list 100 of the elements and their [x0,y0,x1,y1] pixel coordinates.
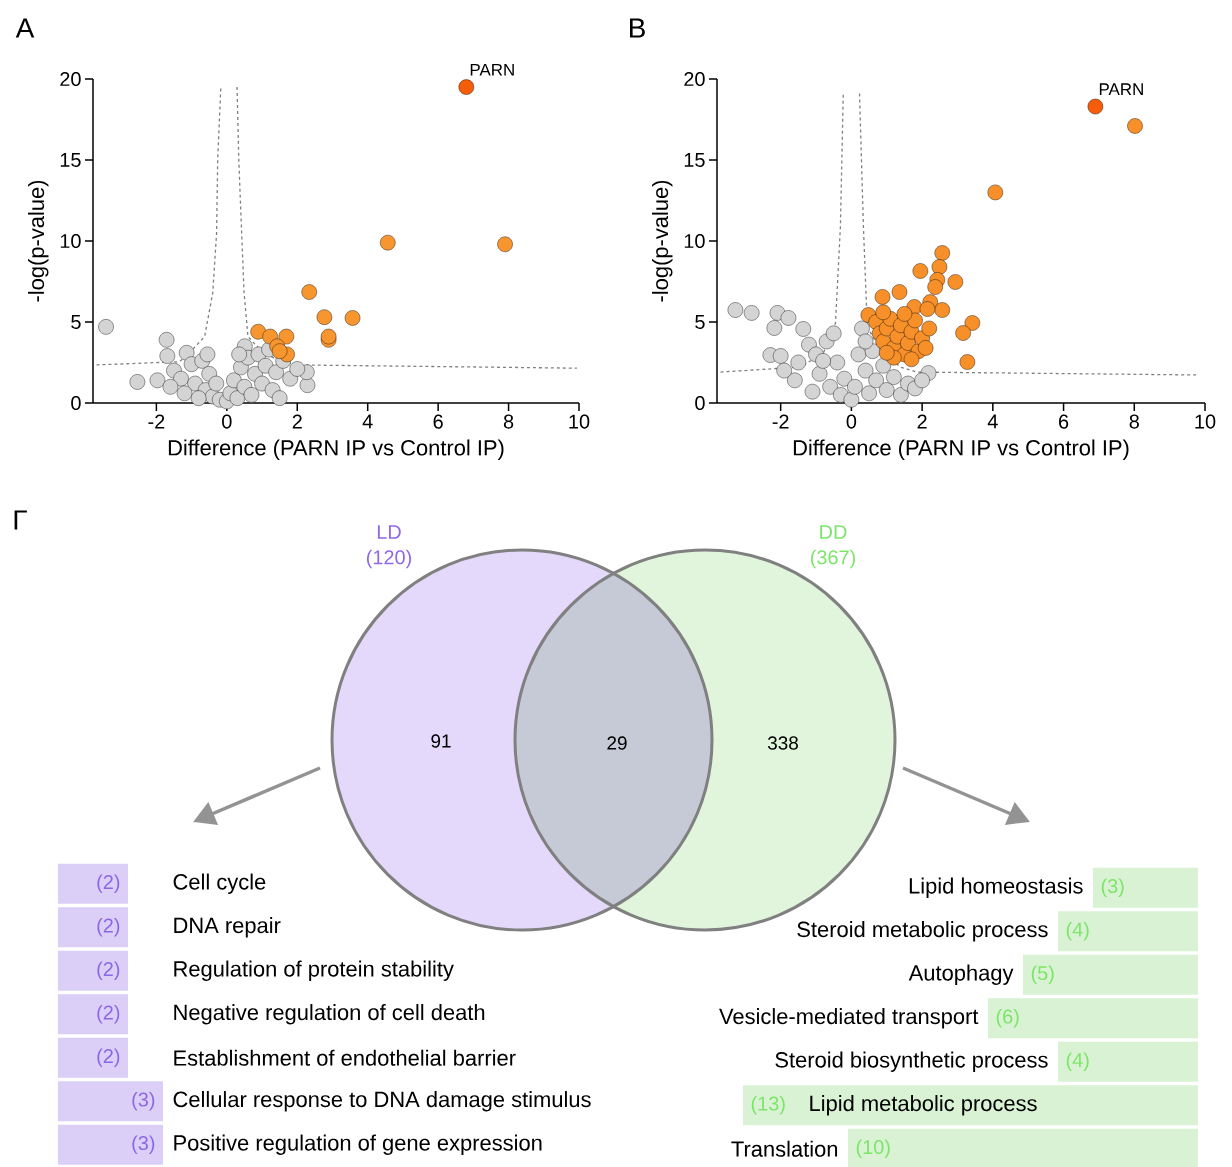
point [199,346,216,363]
point [271,390,288,406]
chart-title: B [630,18,645,38]
point [947,274,964,290]
point [907,312,923,329]
y-tick-label: Steroid biosynthetic process [775,1051,1048,1072]
point [229,390,246,406]
y-tick-label: Lipid metabolic process [810,1095,1037,1116]
point [868,372,884,389]
point [959,354,976,370]
point [299,377,316,393]
point [903,351,920,367]
point [458,79,475,95]
data-label: (10) [856,1139,890,1159]
chart-title: A [15,18,35,38]
point [380,234,396,251]
y-tick-label: Vesicle-mediated transport [719,1008,979,1029]
point [158,332,175,348]
point [879,382,895,398]
bar [1058,911,1199,952]
bar [848,1128,1199,1167]
y-tick-label: 20 [60,71,81,87]
point [173,371,189,387]
y-tick-label: Positive regulation of gene expression [174,1134,542,1155]
y-axis-title: -log(p-value) [652,180,673,302]
point [875,304,891,320]
x-axis-title: Difference (PARN IP vs Control IP) [793,439,1129,460]
bar [988,998,1199,1039]
point [822,379,838,395]
point [857,333,874,350]
data-label: (6) [996,1008,1019,1028]
point [176,385,193,401]
x-tick-label: 6 [433,414,443,429]
point [208,375,224,392]
x-tick-label: 10 [1195,414,1216,429]
y-tick-label: Autophagy [908,964,1014,985]
point [278,328,295,345]
y-tick-label: 10 [684,233,705,249]
x-tick-label: 2 [292,414,302,429]
data-label: (2) [97,917,120,937]
point [780,310,797,326]
x-tick-label: 8 [1129,414,1139,429]
y-tick-label: 5 [695,315,705,329]
y-tick-label: Steroid metabolic process [797,921,1048,942]
y-tick-label: DNA repair [174,917,281,938]
text: 91 [431,734,451,748]
point [776,362,792,379]
point [243,387,260,403]
text: Γ [14,510,27,530]
data-label: (2) [97,1004,120,1024]
point [316,309,333,325]
y-tick-label: Establishment of endothelial barrier [174,1049,516,1066]
data-label: (3) [132,1091,155,1111]
y-tick-label: Regulation of protein stability [174,960,454,981]
point [931,259,948,275]
point [98,319,114,335]
point [271,343,288,359]
data-label: (2) [97,874,120,894]
point [836,371,853,387]
x-tick-label: 10 [569,414,590,429]
point [879,345,895,361]
category-label: DD [820,525,847,539]
y-tick-label: 10 [60,233,81,249]
point [843,392,860,408]
line-series [719,92,844,373]
point [934,245,950,261]
point [250,324,266,340]
point [1087,98,1104,115]
point [850,346,867,363]
point [955,325,971,341]
point [787,372,803,389]
x-tick-label: 4 [987,414,998,429]
point [912,263,929,279]
y-tick-label: 5 [71,315,81,329]
point [320,328,337,345]
text: (367) [810,549,856,569]
point [857,362,874,379]
point [847,379,863,395]
data-label: (5) [1031,965,1054,985]
text: (120) [366,549,412,569]
point [987,184,1004,201]
point [795,321,811,337]
data-label: (2) [97,1048,120,1068]
point [964,315,981,331]
point [497,236,513,252]
category-label: LD [377,525,401,539]
point [268,364,284,380]
point [1127,118,1143,134]
point [896,306,913,322]
point [919,301,936,317]
data-label: (3) [132,1135,155,1155]
x-tick-label: 8 [503,414,514,429]
point [743,305,760,321]
bar [1023,954,1199,995]
point [914,372,930,389]
point [861,385,877,401]
bar [743,1085,1199,1126]
point [815,353,831,369]
text: 29 [607,736,627,750]
y-tick-label: 20 [684,71,705,87]
